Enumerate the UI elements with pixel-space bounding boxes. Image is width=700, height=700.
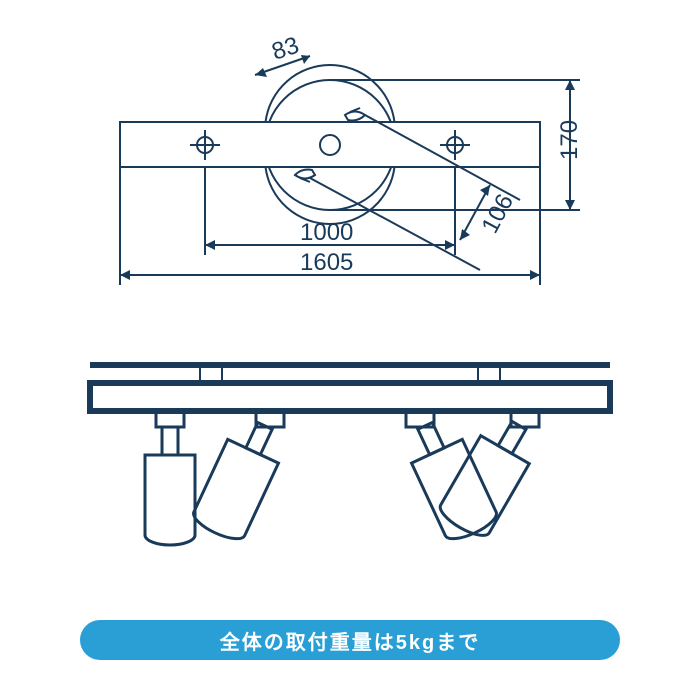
weight-limit-banner: 全体の取付重量は5kgまで (80, 620, 620, 660)
spotlight-1 (145, 411, 195, 545)
spotlight-3 (400, 411, 501, 545)
weight-limit-text: 全体の取付重量は5kgまで (220, 626, 480, 655)
dim-1000: 1000 (300, 219, 353, 246)
side-view-diagram (80, 340, 620, 610)
rail-bar (120, 122, 540, 167)
rail-track (90, 383, 610, 411)
dim-170: 170 (556, 120, 583, 160)
spotlight-2 (190, 411, 291, 545)
dim-1605: 1605 (300, 249, 353, 276)
top-view-diagram: 83 (100, 30, 600, 300)
